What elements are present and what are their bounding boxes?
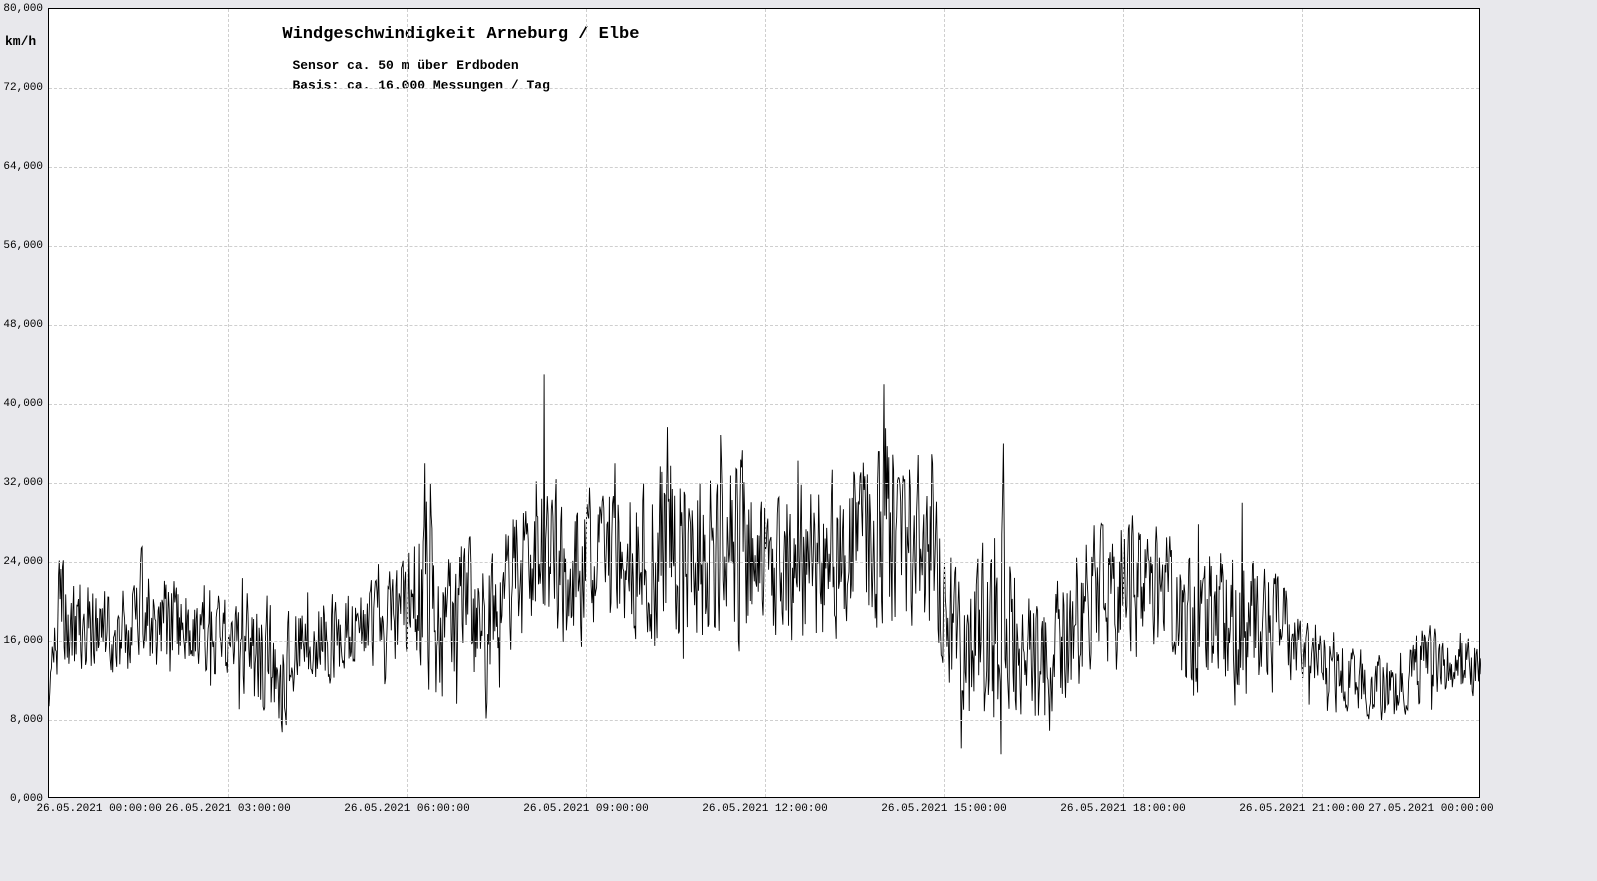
x-gridline	[1302, 9, 1303, 797]
y-tick-label: 56,000	[3, 240, 49, 252]
y-gridline	[49, 562, 1479, 563]
x-tick-label: 26.05.2021 03:00:00	[165, 797, 290, 815]
x-gridline	[944, 9, 945, 797]
y-gridline	[49, 167, 1479, 168]
y-tick-label: 48,000	[3, 319, 49, 331]
y-gridline	[49, 325, 1479, 326]
y-gridline	[49, 641, 1479, 642]
plot-area: km/h Windgeschwindigkeit Arneburg / Elbe…	[48, 8, 1480, 798]
y-tick-label: 72,000	[3, 82, 49, 94]
x-tick-label: 26.05.2021 18:00:00	[1060, 797, 1185, 815]
x-gridline	[1123, 9, 1124, 797]
x-tick-label: 26.05.2021 00:00:00	[36, 797, 161, 815]
x-gridline	[407, 9, 408, 797]
y-tick-label: 32,000	[3, 477, 49, 489]
y-gridline	[49, 720, 1479, 721]
x-tick-label: 26.05.2021 12:00:00	[702, 797, 827, 815]
x-gridline	[765, 9, 766, 797]
y-tick-label: 8,000	[10, 714, 49, 726]
x-tick-label: 26.05.2021 06:00:00	[344, 797, 469, 815]
x-gridline	[586, 9, 587, 797]
y-gridline	[49, 88, 1479, 89]
x-tick-label: 26.05.2021 15:00:00	[881, 797, 1006, 815]
y-tick-label: 16,000	[3, 635, 49, 647]
y-tick-label: 24,000	[3, 556, 49, 568]
y-gridline	[49, 404, 1479, 405]
y-tick-label: 64,000	[3, 161, 49, 173]
x-tick-label: 27.05.2021 00:00:00	[1368, 797, 1493, 815]
y-tick-label: 40,000	[3, 398, 49, 410]
x-tick-label: 26.05.2021 21:00:00	[1239, 797, 1364, 815]
y-gridline	[49, 246, 1479, 247]
yaxis-title: km/h	[5, 34, 36, 49]
x-tick-label: 26.05.2021 09:00:00	[523, 797, 648, 815]
y-gridline	[49, 483, 1479, 484]
y-tick-label: 80,000	[3, 3, 49, 15]
x-gridline	[228, 9, 229, 797]
chart-wrapper: km/h Windgeschwindigkeit Arneburg / Elbe…	[0, 0, 1597, 881]
